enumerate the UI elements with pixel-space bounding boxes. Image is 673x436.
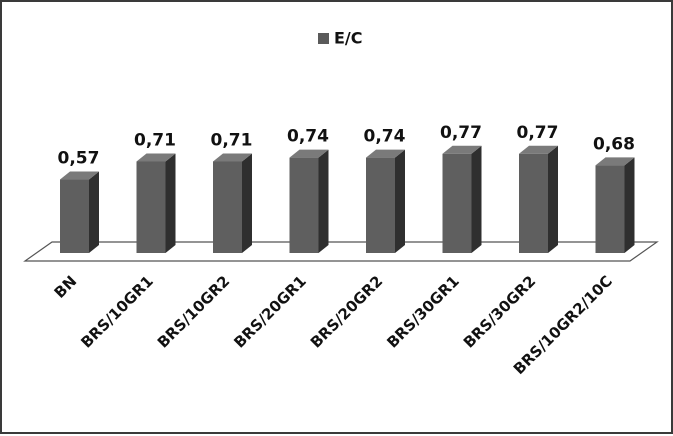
bar-front [136,161,166,253]
bar-top [136,153,176,162]
data-label: 0,77 [440,123,482,143]
data-label: 0,68 [593,134,635,154]
bar-top [213,153,252,162]
bar-side [242,153,252,253]
bar-front [442,153,472,253]
bar-side [318,149,329,253]
legend-swatch [318,33,329,44]
bar-front [595,165,625,253]
bar-top [595,157,635,166]
bar-top [519,145,558,154]
data-label: 0,77 [517,123,559,143]
category-label: BRS/30GR1 [383,272,463,352]
bar-side [624,157,635,253]
legend: E/C [318,29,363,48]
bar-front [60,179,89,253]
bar-side [395,149,405,253]
bar-front [213,161,242,253]
category-label: BRS/30GR2 [460,272,540,352]
data-label: 0,71 [211,130,253,150]
bar-front [289,157,319,253]
bar [519,145,558,253]
category-label: BN [51,272,81,302]
data-label: 0,74 [364,127,406,147]
data-label: 0,57 [58,149,100,169]
bar-side [89,171,99,253]
bar [213,153,252,253]
bar [595,157,635,253]
legend-label: E/C [334,29,363,48]
bar [289,149,329,253]
data-label: 0,71 [134,130,176,150]
bar-top [442,145,482,154]
category-label: BRS/20GR2 [307,272,387,352]
category-label: BRS/10GR1 [77,272,157,352]
bar-side [471,145,482,253]
bar-top [289,149,329,158]
bar [442,145,482,253]
category-label: BRS/10GR2 [154,272,234,352]
bar [60,171,99,253]
data-label: 0,74 [287,127,329,147]
bar [366,149,405,253]
bar-top [60,171,99,180]
bar-side [165,153,176,253]
bar-front [519,153,548,253]
bar-front [366,157,395,253]
bar-side [548,145,558,253]
bar [136,153,176,253]
category-label: BRS/20GR1 [230,272,310,352]
chart-floor [23,241,659,262]
bar-top [366,149,405,158]
